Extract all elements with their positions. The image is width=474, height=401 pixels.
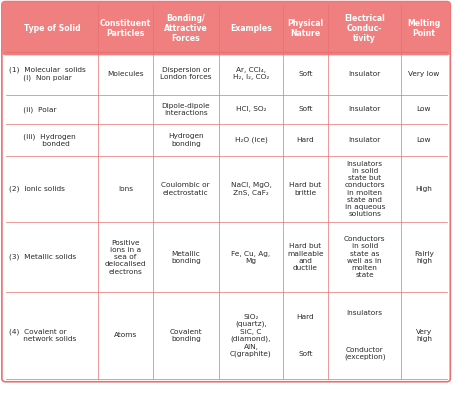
Text: Very low: Very low bbox=[409, 71, 439, 77]
Text: Conductors
in solid
state as
well as in
molten
state: Conductors in solid state as well as in … bbox=[344, 236, 385, 278]
Text: Electrical
Conduc-
tivity: Electrical Conduc- tivity bbox=[344, 14, 385, 43]
Text: Hydrogen
bonding: Hydrogen bonding bbox=[168, 133, 204, 147]
Text: Bonding/
Attractive
Forces: Bonding/ Attractive Forces bbox=[164, 14, 208, 43]
Text: (2)  Ionic solids: (2) Ionic solids bbox=[9, 186, 64, 192]
Text: Soft: Soft bbox=[298, 107, 313, 112]
Text: Positive
ions in a
sea of
delocalised
electrons: Positive ions in a sea of delocalised el… bbox=[105, 240, 146, 275]
Text: HCl, SO₂: HCl, SO₂ bbox=[236, 107, 266, 112]
Text: (3)  Metallic solids: (3) Metallic solids bbox=[9, 254, 76, 261]
Text: H₂O (ice): H₂O (ice) bbox=[235, 137, 267, 143]
Text: Examples: Examples bbox=[230, 24, 272, 33]
Text: (ii)  Polar: (ii) Polar bbox=[9, 106, 56, 113]
Text: (1)  Molecular  solids
      (i)  Non polar: (1) Molecular solids (i) Non polar bbox=[9, 67, 85, 81]
Bar bbox=[6, 33, 447, 52]
Text: Insulator: Insulator bbox=[348, 137, 381, 143]
Text: Low: Low bbox=[417, 107, 431, 112]
Text: Insulator: Insulator bbox=[348, 107, 381, 112]
Text: NaCl, MgO,
ZnS, CaF₂: NaCl, MgO, ZnS, CaF₂ bbox=[230, 182, 272, 196]
Text: Covalent
bonding: Covalent bonding bbox=[170, 329, 202, 342]
Text: Coulombic or
electrostatic: Coulombic or electrostatic bbox=[162, 182, 210, 196]
Text: Melting
Point: Melting Point bbox=[407, 19, 441, 38]
Text: Dispersion or
London forces: Dispersion or London forces bbox=[160, 67, 211, 80]
Text: High: High bbox=[416, 186, 432, 192]
Text: Fe, Cu, Ag,
Mg: Fe, Cu, Ag, Mg bbox=[231, 251, 271, 264]
Text: Very
high: Very high bbox=[416, 329, 432, 342]
Text: Type of Solid: Type of Solid bbox=[24, 24, 80, 33]
Text: Ions: Ions bbox=[118, 186, 133, 192]
FancyBboxPatch shape bbox=[2, 2, 450, 55]
Text: (4)  Covalent or
      network solids: (4) Covalent or network solids bbox=[9, 328, 76, 342]
Text: Constituent
Particles: Constituent Particles bbox=[100, 19, 151, 38]
Text: Atoms: Atoms bbox=[114, 332, 137, 338]
Text: Fairly
high: Fairly high bbox=[414, 251, 434, 264]
Text: Insulators




Conductor
(exception): Insulators Conductor (exception) bbox=[344, 310, 385, 360]
Text: Hard but
brittle: Hard but brittle bbox=[290, 182, 321, 196]
Text: Insulator: Insulator bbox=[348, 71, 381, 77]
Text: Hard but
malleable
and
ductile: Hard but malleable and ductile bbox=[287, 243, 324, 271]
Text: Dipole-dipole
interactions: Dipole-dipole interactions bbox=[162, 103, 210, 116]
Text: Insulators
in solid
state but
conductors
in molten
state and
in aqueous
solution: Insulators in solid state but conductors… bbox=[345, 161, 385, 217]
Text: (iii)  Hydrogen
              bonded: (iii) Hydrogen bonded bbox=[9, 133, 75, 147]
FancyBboxPatch shape bbox=[2, 2, 450, 382]
Text: Soft: Soft bbox=[298, 71, 313, 77]
Text: Ar, CCl₄,
H₂, I₂, CO₂: Ar, CCl₄, H₂, I₂, CO₂ bbox=[233, 67, 269, 80]
Text: Hard: Hard bbox=[297, 137, 314, 143]
Text: SiO₂
(quartz),
SiC, C
(diamond),
AlN,
C(graphite): SiO₂ (quartz), SiC, C (diamond), AlN, C(… bbox=[230, 314, 272, 357]
Text: Low: Low bbox=[417, 137, 431, 143]
Text: Physical
Nature: Physical Nature bbox=[287, 19, 324, 38]
Text: Molecules: Molecules bbox=[107, 71, 144, 77]
Text: Metallic
bonding: Metallic bonding bbox=[171, 251, 201, 264]
Text: Hard




Soft: Hard Soft bbox=[297, 314, 314, 356]
